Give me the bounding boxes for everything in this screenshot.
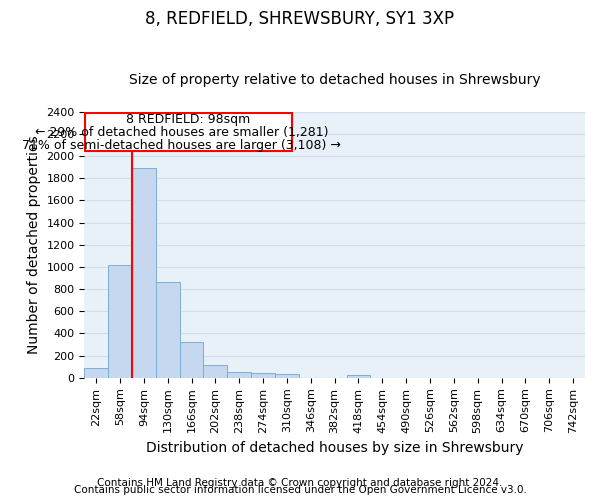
FancyBboxPatch shape (85, 113, 292, 150)
Text: 71% of semi-detached houses are larger (3,108) →: 71% of semi-detached houses are larger (… (22, 138, 341, 151)
Bar (251, 373, 275, 378)
Bar (275, 374, 299, 378)
X-axis label: Distribution of detached houses by size in Shrewsbury: Distribution of detached houses by size … (146, 441, 523, 455)
Bar (347, 375, 370, 378)
Text: 8 REDFIELD: 98sqm: 8 REDFIELD: 98sqm (127, 113, 251, 126)
Bar (227, 372, 251, 378)
Bar (84, 368, 108, 378)
Text: Contains public sector information licensed under the Open Government Licence v3: Contains public sector information licen… (74, 485, 526, 495)
Text: 8, REDFIELD, SHREWSBURY, SY1 3XP: 8, REDFIELD, SHREWSBURY, SY1 3XP (145, 10, 455, 28)
Text: ← 29% of detached houses are smaller (1,281): ← 29% of detached houses are smaller (1,… (35, 126, 328, 140)
Bar (203, 365, 227, 378)
Bar (179, 342, 203, 378)
Text: Contains HM Land Registry data © Crown copyright and database right 2024.: Contains HM Land Registry data © Crown c… (97, 478, 503, 488)
Title: Size of property relative to detached houses in Shrewsbury: Size of property relative to detached ho… (129, 73, 541, 87)
Bar (132, 168, 156, 378)
Bar (108, 265, 132, 378)
Y-axis label: Number of detached properties: Number of detached properties (26, 136, 41, 354)
Bar (156, 282, 179, 378)
